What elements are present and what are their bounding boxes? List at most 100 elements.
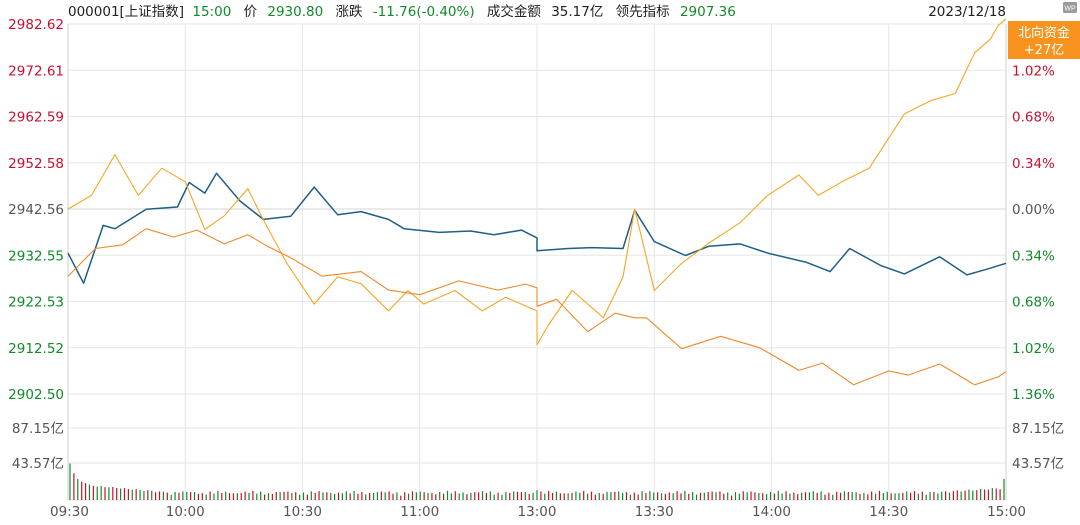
- volume-bar: [785, 491, 787, 500]
- volume-bar: [945, 491, 947, 500]
- volume-bar: [423, 492, 425, 500]
- volume-bar: [742, 491, 744, 500]
- volume-bar: [221, 492, 223, 500]
- time-tick-label: 15:00: [987, 504, 1026, 520]
- volume-bar: [579, 492, 581, 500]
- volume-bar: [318, 491, 320, 500]
- volume-bar: [81, 481, 83, 500]
- volume-bar: [217, 490, 219, 500]
- volume-bar: [357, 493, 359, 500]
- volume-bar: [766, 494, 768, 500]
- volume-bar: [388, 491, 390, 500]
- badge-value: +27亿: [1024, 43, 1064, 58]
- volume-bar: [808, 492, 811, 500]
- change-label: 涨跌: [336, 4, 363, 20]
- volume-bar: [205, 494, 207, 500]
- volume-bar: [513, 491, 515, 500]
- volume-bar: [400, 495, 402, 500]
- volume-bar: [213, 493, 215, 500]
- volume-bar: [727, 492, 729, 500]
- volume-bar: [228, 493, 231, 500]
- volume-bar: [478, 492, 480, 500]
- volume-bar: [135, 489, 137, 500]
- percent-tick-label: 0.34%: [1012, 248, 1055, 264]
- volume-bar: [801, 492, 803, 500]
- volume-bar: [610, 492, 612, 500]
- volume-bar: [326, 492, 328, 500]
- volume-bar: [730, 495, 733, 500]
- volume-bar: [96, 486, 98, 500]
- volume-bar: [797, 494, 799, 500]
- volume-bar: [147, 490, 149, 500]
- volume-bar: [415, 492, 417, 500]
- volume-bar: [306, 494, 308, 500]
- turnover-label: 成交金额: [487, 3, 541, 20]
- time-tick-label: 10:00: [166, 504, 205, 520]
- volume-bar: [411, 491, 414, 500]
- volume-bar: [489, 491, 491, 500]
- volume-bar: [551, 492, 554, 500]
- volume-bar: [583, 490, 585, 500]
- volume-bar: [843, 491, 846, 500]
- volume-bar: [964, 490, 966, 500]
- volume-bar: [84, 483, 87, 500]
- volume-bar: [657, 492, 659, 500]
- volume-bar: [902, 492, 904, 500]
- volume-bar: [762, 493, 764, 500]
- volume-bar: [968, 489, 970, 500]
- volume-bar: [758, 493, 760, 500]
- volume-bar: [516, 491, 519, 500]
- volume-bar: [929, 492, 931, 500]
- volume-bar: [711, 491, 713, 500]
- volume-bar: [225, 491, 227, 500]
- volume-bar: [151, 490, 153, 500]
- price-label: 价: [244, 4, 258, 20]
- volume-tick-label: 43.57亿: [1012, 456, 1064, 472]
- volume-bar: [910, 492, 912, 500]
- volume-bar: [131, 489, 133, 500]
- volume-bar: [256, 493, 258, 500]
- volume-bar: [380, 491, 382, 500]
- volume-bar: [407, 493, 410, 500]
- volume-bar: [563, 493, 565, 500]
- volume-bar: [240, 493, 242, 500]
- volume-bar: [789, 493, 791, 500]
- volume-bar: [836, 491, 838, 500]
- volume-bar: [999, 489, 1001, 500]
- price-axis-labels: 2982.62 2972.61 2962.59 2952.58 2942.56 2932.…: [8, 17, 64, 403]
- volume-bar: [158, 491, 161, 500]
- volume-bar: [314, 492, 316, 500]
- volume-bar: [820, 491, 822, 500]
- volume-bar: [777, 490, 779, 500]
- volume-bar: [540, 491, 542, 500]
- volume-bar: [699, 492, 702, 500]
- volume-bar: [692, 492, 694, 500]
- volume-bar: [703, 492, 705, 500]
- price-tick-label: 2922.53: [8, 295, 64, 311]
- volume-bar: [715, 492, 717, 500]
- volume-bar: [847, 491, 849, 500]
- volume-bar: [567, 493, 569, 500]
- volume-bar: [937, 493, 939, 500]
- grid-lines: [67, 23, 1007, 501]
- percent-tick-label: 0.34%: [1012, 156, 1055, 172]
- volume-bar: [248, 492, 250, 500]
- volume-bar: [660, 493, 663, 500]
- volume-bar: [987, 489, 990, 500]
- volume-bar: [625, 492, 628, 500]
- northbound-line: [67, 228, 1007, 386]
- wp-icon[interactable]: WP: [1063, 2, 1077, 13]
- volume-bar: [458, 493, 460, 500]
- volume-bar: [330, 493, 332, 500]
- volume-bar: [155, 492, 157, 500]
- northbound-badge: 北向资金 +27亿: [1008, 21, 1080, 59]
- volume-bar: [186, 491, 188, 500]
- volume-bar: [793, 492, 795, 500]
- volume-bar: [396, 492, 398, 500]
- volume-bar: [501, 494, 503, 500]
- volume-bar: [127, 488, 129, 500]
- volume-bar: [855, 492, 857, 500]
- volume-bar: [738, 493, 740, 500]
- volume-bar: [618, 491, 620, 500]
